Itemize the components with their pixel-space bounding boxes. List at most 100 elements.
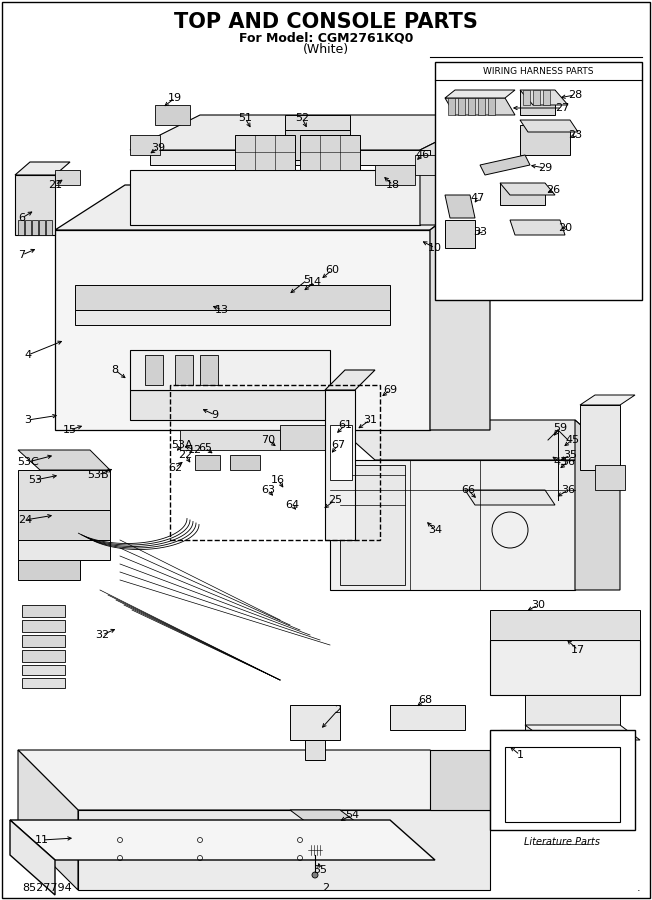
Text: 17: 17 (571, 645, 585, 655)
Polygon shape (490, 610, 640, 640)
Text: 24: 24 (18, 515, 32, 525)
Polygon shape (445, 90, 515, 98)
Text: 7: 7 (18, 250, 25, 260)
Polygon shape (458, 98, 465, 115)
Polygon shape (330, 460, 575, 590)
Polygon shape (15, 175, 55, 235)
Polygon shape (290, 705, 340, 740)
Polygon shape (445, 98, 515, 115)
Text: 31: 31 (363, 415, 377, 425)
Text: For Model: CGM2761KQ0: For Model: CGM2761KQ0 (239, 32, 413, 44)
Polygon shape (420, 115, 490, 225)
Polygon shape (430, 750, 490, 810)
Text: 19: 19 (168, 93, 182, 103)
Text: 47: 47 (471, 193, 485, 203)
Text: 53B: 53B (87, 470, 109, 480)
Text: 30: 30 (531, 600, 545, 610)
Text: 26: 26 (546, 185, 560, 195)
Text: 69: 69 (383, 385, 397, 395)
Polygon shape (195, 455, 220, 470)
Text: 11: 11 (35, 835, 49, 845)
Text: 16: 16 (271, 475, 285, 485)
Text: WIRING HARNESS PARTS: WIRING HARNESS PARTS (483, 67, 594, 76)
Text: 2: 2 (334, 705, 342, 715)
Text: 53C: 53C (17, 457, 39, 467)
Text: 59: 59 (553, 423, 567, 433)
Polygon shape (480, 155, 530, 175)
Polygon shape (200, 355, 218, 385)
Polygon shape (46, 220, 52, 235)
Polygon shape (330, 420, 620, 460)
Polygon shape (595, 465, 625, 490)
Polygon shape (55, 230, 430, 430)
Polygon shape (375, 165, 415, 185)
Text: 3: 3 (25, 415, 31, 425)
Polygon shape (290, 810, 360, 825)
Bar (170, 385, 380, 540)
Text: 8527794: 8527794 (22, 883, 72, 893)
Text: 62: 62 (168, 463, 182, 473)
Polygon shape (10, 820, 55, 895)
Polygon shape (180, 430, 280, 450)
Text: 39: 39 (151, 143, 165, 153)
Polygon shape (18, 750, 78, 890)
Text: 15: 15 (63, 425, 77, 435)
Text: 28: 28 (568, 90, 582, 100)
Polygon shape (505, 735, 535, 815)
Text: 53A: 53A (171, 440, 193, 450)
Polygon shape (130, 135, 160, 155)
Text: 29: 29 (538, 163, 552, 173)
Polygon shape (575, 420, 620, 590)
Text: (White): (White) (303, 43, 349, 57)
Text: 10: 10 (428, 243, 442, 253)
Text: 9: 9 (211, 410, 218, 420)
Text: 60: 60 (325, 265, 339, 275)
Polygon shape (445, 220, 475, 248)
Polygon shape (325, 390, 355, 540)
Polygon shape (580, 395, 635, 405)
Text: 27: 27 (555, 103, 569, 113)
Text: 67: 67 (331, 440, 345, 450)
Polygon shape (22, 620, 65, 632)
Polygon shape (305, 740, 325, 760)
Polygon shape (488, 98, 495, 115)
Polygon shape (175, 355, 193, 385)
Text: 54: 54 (345, 810, 359, 820)
Polygon shape (22, 605, 65, 617)
Polygon shape (285, 115, 350, 130)
Text: 70: 70 (261, 435, 275, 445)
Bar (330, 425, 352, 480)
Polygon shape (25, 220, 31, 235)
Text: 61: 61 (338, 420, 352, 430)
Polygon shape (78, 810, 490, 890)
Text: 64: 64 (285, 500, 299, 510)
Polygon shape (520, 120, 578, 132)
Text: 21: 21 (48, 180, 62, 190)
Text: 45: 45 (565, 435, 579, 445)
Text: 63: 63 (261, 485, 275, 495)
Text: 13: 13 (215, 305, 229, 315)
Polygon shape (520, 90, 555, 115)
Text: 33: 33 (473, 227, 487, 237)
Polygon shape (55, 185, 490, 230)
Polygon shape (305, 825, 330, 845)
Text: 65: 65 (198, 443, 212, 453)
Text: 12: 12 (188, 445, 202, 455)
Polygon shape (300, 135, 360, 170)
Polygon shape (533, 90, 540, 105)
Polygon shape (280, 425, 340, 450)
Polygon shape (520, 125, 570, 155)
Text: 46: 46 (415, 150, 429, 160)
Polygon shape (500, 183, 555, 195)
Polygon shape (32, 220, 38, 235)
Polygon shape (525, 725, 640, 740)
Polygon shape (22, 665, 65, 675)
Text: 18: 18 (386, 180, 400, 190)
Polygon shape (500, 730, 540, 820)
Polygon shape (390, 705, 465, 730)
Bar (490, 730, 635, 830)
Text: 55: 55 (313, 865, 327, 875)
Polygon shape (130, 390, 330, 420)
Bar (435, 62, 642, 300)
Text: 14: 14 (308, 277, 322, 287)
